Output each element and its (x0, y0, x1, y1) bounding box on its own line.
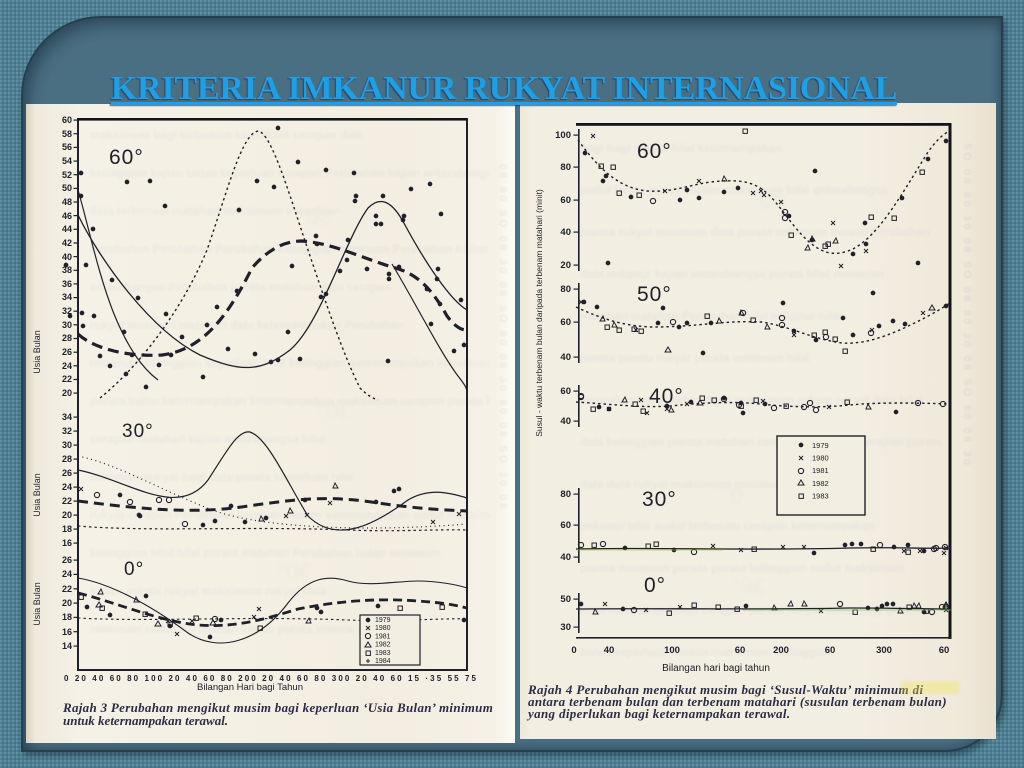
svg-text:1979: 1979 (812, 441, 829, 450)
svg-text:18: 18 (62, 524, 72, 534)
svg-text:100: 100 (555, 130, 571, 141)
svg-text:58: 58 (62, 129, 72, 139)
svg-text:40: 40 (560, 352, 571, 363)
svg-text:38: 38 (62, 265, 72, 275)
svg-text:50: 50 (62, 183, 72, 193)
svg-text:1981: 1981 (812, 466, 829, 475)
svg-text:28: 28 (62, 454, 72, 464)
svg-text:50: 50 (560, 594, 571, 605)
svg-text:34: 34 (62, 292, 72, 302)
svg-text:40: 40 (604, 645, 615, 656)
svg-text:1979: 1979 (375, 617, 391, 624)
svg-text:26: 26 (62, 468, 72, 478)
svg-text:1980: 1980 (375, 625, 391, 632)
svg-text:34: 34 (62, 412, 72, 422)
svg-text:40: 40 (560, 227, 571, 238)
svg-text:28: 28 (62, 333, 72, 343)
svg-text:60: 60 (560, 386, 571, 397)
svg-text:0°: 0° (124, 559, 144, 580)
svg-text:60: 60 (560, 520, 571, 531)
svg-text:300: 300 (876, 645, 892, 656)
svg-text:60: 60 (825, 645, 836, 656)
svg-text:36: 36 (62, 279, 72, 289)
svg-text:20: 20 (62, 510, 72, 520)
svg-text:42: 42 (62, 238, 72, 248)
svg-text:50°: 50° (637, 283, 672, 306)
svg-text:80: 80 (560, 162, 571, 173)
svg-text:32: 32 (62, 426, 72, 436)
svg-text:26: 26 (62, 555, 72, 565)
svg-text:14: 14 (62, 641, 72, 651)
svg-text:0 20 40 60 80 100 20 40 60 80: 0 20 40 60 80 100 20 40 60 80 200 20 40 … (64, 674, 477, 683)
svg-text:52: 52 (62, 170, 72, 180)
svg-text:40: 40 (62, 252, 72, 262)
svg-text:untuk keternampakan terawal.: untuk keternampakan terawal. (63, 713, 228, 728)
svg-text:100: 100 (664, 645, 680, 656)
svg-text:60°: 60° (109, 146, 144, 169)
svg-text:80: 80 (560, 489, 571, 500)
svg-text:Rajah 3 Perubahan mengikut mus: Rajah 3 Perubahan mengikut musim bagi ke… (62, 700, 493, 715)
svg-text:60: 60 (62, 115, 72, 125)
svg-text:0: 0 (571, 645, 576, 656)
svg-text:20: 20 (62, 598, 72, 608)
svg-text:200: 200 (773, 645, 789, 656)
svg-text:60°: 60° (637, 140, 672, 163)
svg-text:16: 16 (62, 627, 72, 637)
svg-text:40°: 40° (649, 385, 684, 408)
svg-text:18: 18 (62, 612, 72, 622)
svg-text:20: 20 (62, 388, 72, 398)
svg-text:56: 56 (62, 142, 72, 152)
svg-text:16: 16 (62, 538, 72, 548)
svg-text:1983: 1983 (375, 650, 391, 657)
svg-text:60: 60 (560, 195, 571, 206)
svg-text:26: 26 (62, 347, 72, 357)
svg-text:Usia Bulan: Usia Bulan (32, 473, 42, 517)
svg-text:1981: 1981 (375, 633, 391, 640)
svg-text:Bilangan hari bagi tahun: Bilangan hari bagi tahun (662, 663, 770, 674)
svg-text:0°: 0° (644, 574, 666, 597)
svg-text:30: 30 (560, 622, 571, 633)
svg-text:80: 80 (560, 284, 571, 295)
svg-text:22: 22 (62, 584, 72, 594)
svg-text:60: 60 (735, 645, 746, 656)
svg-text:Usia Bulan: Usia Bulan (32, 582, 42, 626)
svg-text:30°: 30° (122, 421, 154, 442)
svg-text:Rajah 4 Perubahan mengikut mus: Rajah 4 Perubahan mengikut musim bagi ‘S… (527, 682, 923, 697)
svg-text:30: 30 (62, 320, 72, 330)
svg-text:1982: 1982 (375, 642, 391, 649)
svg-text:Susul - waktu terbenam bulan d: Susul - waktu terbenam bulan daripada te… (534, 189, 544, 437)
svg-text:24: 24 (62, 569, 72, 579)
svg-text:24: 24 (62, 482, 72, 492)
svg-text:40: 40 (560, 552, 571, 563)
svg-text:Usia Bulan: Usia Bulan (32, 330, 42, 374)
svg-text:46: 46 (62, 211, 72, 221)
svg-text:48: 48 (62, 197, 72, 207)
svg-text:30°: 30° (642, 488, 677, 511)
svg-text:1983: 1983 (812, 491, 829, 500)
svg-text:yang diperlukan bagi keternamp: yang diperlukan bagi keternampakan teraw… (526, 706, 790, 721)
svg-text:60: 60 (560, 317, 571, 328)
svg-text:54: 54 (62, 156, 72, 166)
svg-text:24: 24 (62, 361, 72, 371)
svg-text:22: 22 (62, 496, 72, 506)
svg-text:antara terbenam bulan dan terb: antara terbenam bulan dan terbenam matah… (528, 694, 947, 709)
svg-text:40: 40 (560, 416, 571, 427)
svg-text:1980: 1980 (812, 454, 829, 463)
svg-text:60: 60 (939, 645, 950, 656)
svg-text:30: 30 (62, 440, 72, 450)
svg-text:32: 32 (62, 306, 72, 316)
svg-text:44: 44 (62, 224, 72, 234)
svg-text:20: 20 (560, 260, 571, 271)
svg-text:22: 22 (62, 374, 72, 384)
svg-text:Bilangan Hari bagi Tahun: Bilangan Hari bagi Tahun (197, 682, 303, 693)
svg-text:1982: 1982 (812, 479, 829, 488)
svg-text:1984: 1984 (375, 658, 391, 665)
